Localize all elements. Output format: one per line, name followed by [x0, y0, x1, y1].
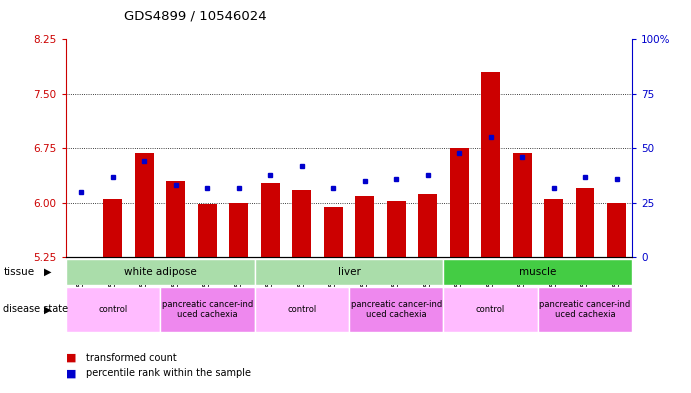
Text: pancreatic cancer-ind
uced cachexia: pancreatic cancer-ind uced cachexia [350, 300, 442, 319]
Bar [349, 287, 444, 332]
Bar [544, 199, 563, 257]
Bar [167, 181, 185, 257]
Bar [254, 259, 444, 285]
Bar [450, 148, 468, 257]
Text: tissue: tissue [3, 267, 35, 277]
Text: muscle: muscle [519, 267, 556, 277]
Bar [607, 203, 626, 257]
Text: control: control [98, 305, 127, 314]
Bar [513, 153, 531, 257]
Bar [538, 287, 632, 332]
Bar [481, 72, 500, 257]
Bar [160, 287, 254, 332]
Text: ■: ■ [66, 368, 76, 378]
Bar [66, 259, 254, 285]
Bar [387, 202, 406, 257]
Text: control: control [476, 305, 505, 314]
Text: ▶: ▶ [44, 267, 51, 277]
Bar [135, 153, 154, 257]
Bar [104, 199, 122, 257]
Bar [324, 207, 343, 257]
Bar [576, 188, 594, 257]
Bar [254, 287, 349, 332]
Bar [229, 203, 248, 257]
Bar [444, 259, 632, 285]
Bar [66, 287, 160, 332]
Text: ■: ■ [66, 353, 76, 363]
Text: liver: liver [337, 267, 361, 277]
Bar [261, 182, 280, 257]
Text: transformed count: transformed count [86, 353, 177, 363]
Text: pancreatic cancer-ind
uced cachexia: pancreatic cancer-ind uced cachexia [540, 300, 631, 319]
Bar [292, 190, 311, 257]
Bar [198, 204, 217, 257]
Text: disease state: disease state [3, 305, 68, 314]
Bar [418, 194, 437, 257]
Text: pancreatic cancer-ind
uced cachexia: pancreatic cancer-ind uced cachexia [162, 300, 253, 319]
Text: percentile rank within the sample: percentile rank within the sample [86, 368, 252, 378]
Text: GDS4899 / 10546024: GDS4899 / 10546024 [124, 10, 267, 23]
Text: white adipose: white adipose [124, 267, 196, 277]
Bar [444, 287, 538, 332]
Bar [355, 196, 374, 257]
Text: control: control [287, 305, 316, 314]
Text: ▶: ▶ [44, 305, 51, 314]
